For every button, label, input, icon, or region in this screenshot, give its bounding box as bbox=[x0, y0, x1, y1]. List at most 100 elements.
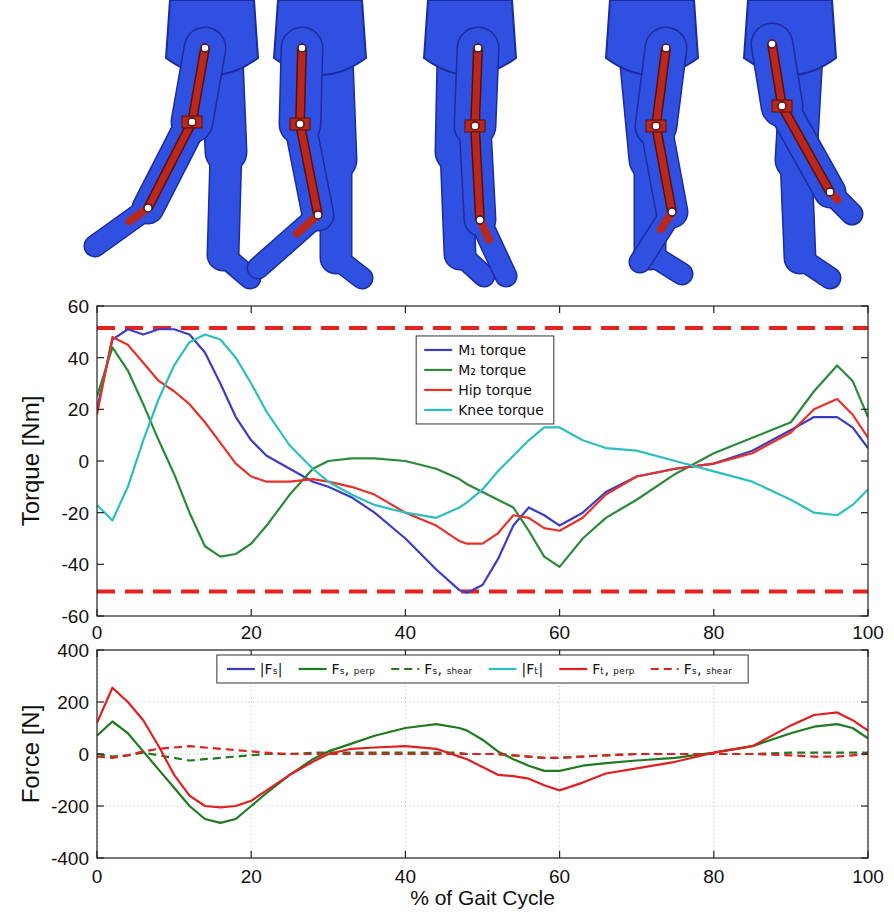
leg bbox=[223, 152, 226, 255]
y-tick bbox=[861, 512, 868, 513]
x-tick bbox=[713, 609, 714, 616]
grid bbox=[97, 650, 868, 858]
legend: |Fₛ|Fₛ, ₚₑᵣₚFₛ, ₛₕₑₐᵣ|Fₜ|Fₜ, ₚₑᵣₚFₛ, ₛₕₑ… bbox=[217, 655, 748, 683]
y-tick bbox=[861, 409, 868, 410]
legend: M₁ torqueM₂ torqueHip torqueKnee torque bbox=[416, 336, 554, 424]
exo-link bbox=[300, 48, 318, 215]
exo-joint bbox=[314, 211, 322, 219]
exo-joint bbox=[662, 44, 670, 52]
exo-joint bbox=[144, 204, 152, 212]
walker bbox=[744, 0, 852, 278]
plot-frame bbox=[97, 306, 868, 616]
legend-swatch bbox=[299, 668, 327, 670]
y-axis-title: Force [N] bbox=[17, 705, 44, 804]
legend-label: Fₛ, ₛₕₑₐᵣ bbox=[684, 661, 732, 677]
legend-label: M₁ torque bbox=[458, 342, 526, 358]
legend-label: |Fₜ| bbox=[522, 661, 544, 678]
exo-cuff bbox=[465, 120, 485, 132]
x-tick-label: 20 bbox=[241, 866, 262, 887]
legend-swatch bbox=[424, 349, 452, 351]
leg bbox=[796, 160, 800, 258]
leg-outline bbox=[640, 212, 672, 262]
legend-label: Fₜ, ₚₑᵣₚ bbox=[592, 661, 635, 677]
leg-outline bbox=[95, 208, 148, 246]
leg-outline bbox=[480, 220, 506, 276]
leg-outline bbox=[796, 160, 800, 258]
exo-link-outline bbox=[300, 48, 318, 215]
y-tick bbox=[97, 857, 104, 858]
y-tick bbox=[97, 357, 104, 358]
y-tick bbox=[97, 305, 104, 306]
x-tick bbox=[96, 650, 97, 657]
legend-label: |Fₛ| bbox=[260, 661, 283, 678]
illustration bbox=[95, 0, 852, 278]
y-tick-label: 20 bbox=[68, 399, 89, 420]
y-tick bbox=[97, 701, 104, 702]
y-tick bbox=[97, 409, 104, 410]
y-tick bbox=[861, 805, 868, 806]
figure: 020406080100-60-40-200204060Torque [Nm]M… bbox=[0, 0, 894, 912]
series-line bbox=[97, 337, 868, 544]
leg bbox=[95, 208, 148, 246]
leg-outline bbox=[800, 258, 830, 278]
x-tick-label: 60 bbox=[549, 866, 570, 887]
x-tick bbox=[96, 851, 97, 858]
leg bbox=[456, 152, 460, 254]
exo-cuff bbox=[182, 116, 202, 128]
x-tick-label: 0 bbox=[92, 866, 103, 887]
y-axis-title: Torque [Nm] bbox=[17, 396, 44, 527]
y-tick-label: 60 bbox=[68, 296, 89, 317]
x-tick bbox=[559, 609, 560, 616]
x-tick bbox=[96, 306, 97, 313]
series-line bbox=[97, 746, 868, 758]
y-tick-label: 200 bbox=[57, 692, 89, 713]
exo-link-outline bbox=[475, 48, 480, 220]
exo-link-outline bbox=[148, 48, 205, 208]
x-tick-label: 40 bbox=[395, 866, 416, 887]
y-tick-label: -60 bbox=[62, 606, 89, 627]
legend-label: Hip torque bbox=[458, 382, 532, 398]
walker bbox=[606, 0, 698, 274]
exo-joint bbox=[768, 40, 776, 48]
legend-box bbox=[416, 336, 554, 424]
leg bbox=[336, 258, 362, 278]
x-tick bbox=[559, 851, 560, 858]
series-line bbox=[97, 329, 868, 593]
exo-joint bbox=[474, 44, 482, 52]
legend-swatch bbox=[424, 369, 452, 371]
data-layer bbox=[97, 688, 868, 823]
y-tick bbox=[97, 460, 104, 461]
y-tick-label: -200 bbox=[51, 796, 89, 817]
data-layer bbox=[97, 328, 868, 593]
y-tick bbox=[861, 701, 868, 702]
x-tick bbox=[559, 306, 560, 313]
y-tick bbox=[861, 857, 868, 858]
plot-area bbox=[97, 306, 868, 616]
leg-outline bbox=[456, 152, 460, 254]
exo-link bbox=[475, 48, 480, 220]
reference-line bbox=[97, 326, 868, 330]
grid-line bbox=[97, 702, 868, 703]
y-tick bbox=[97, 805, 104, 806]
x-tick bbox=[713, 306, 714, 313]
leg-outline bbox=[223, 255, 250, 278]
y-tick bbox=[97, 615, 104, 616]
x-tick-label: 100 bbox=[852, 866, 884, 887]
x-tick bbox=[405, 851, 406, 858]
exo-link bbox=[148, 48, 205, 208]
exo-joint bbox=[652, 122, 660, 130]
y-tick bbox=[861, 649, 868, 650]
exo-joint bbox=[188, 118, 196, 126]
x-tick-label: 0 bbox=[92, 622, 103, 643]
x-axis-title: % of Gait Cycle bbox=[410, 886, 555, 909]
chart: 020406080100-400-2000200400Force [N]% of… bbox=[17, 640, 884, 909]
legend-swatch bbox=[391, 668, 419, 670]
exo-joint bbox=[296, 120, 304, 128]
legend-swatch bbox=[424, 389, 452, 391]
legend-swatch bbox=[489, 668, 517, 670]
y-tick bbox=[97, 649, 104, 650]
walker bbox=[95, 0, 258, 278]
plot-area bbox=[97, 650, 868, 858]
x-tick-label: 80 bbox=[703, 622, 724, 643]
y-tick-label: -400 bbox=[51, 848, 89, 869]
